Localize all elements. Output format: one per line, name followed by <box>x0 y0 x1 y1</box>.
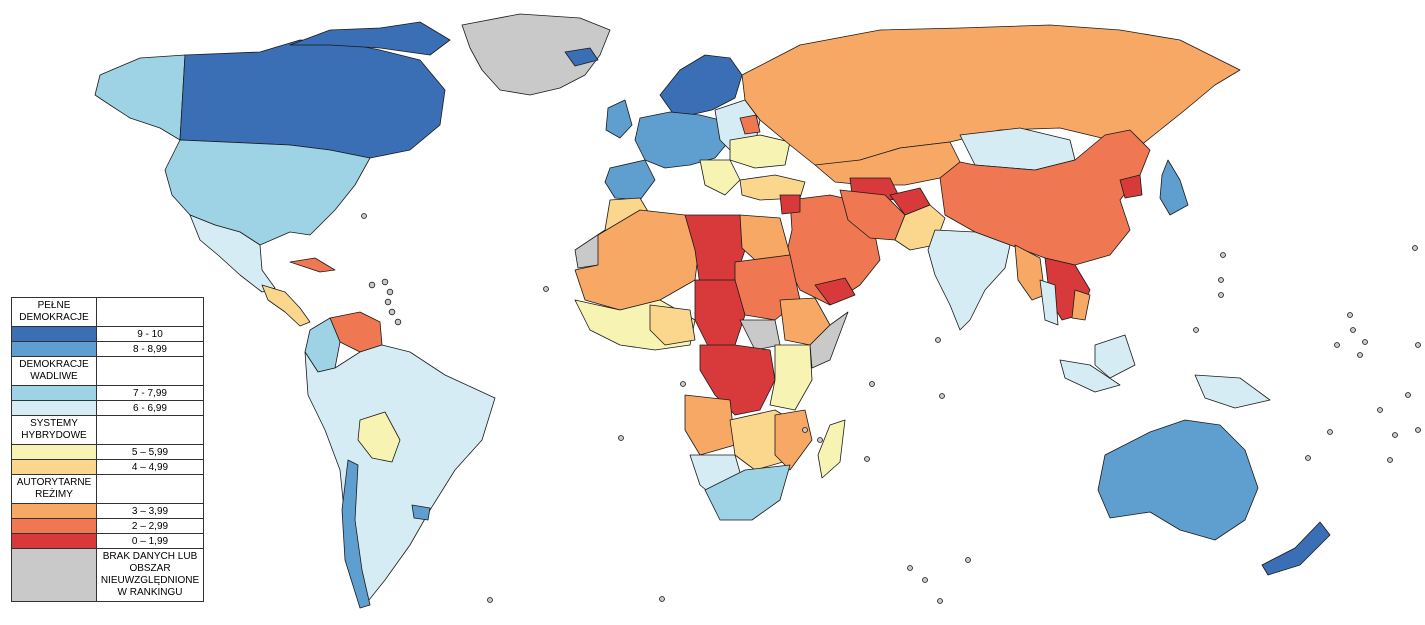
region-greenland[interactable] <box>461 13 611 96</box>
region-east-africa[interactable] <box>769 344 813 411</box>
region-egypt[interactable] <box>739 214 791 261</box>
region-syria[interactable] <box>779 194 801 215</box>
region-canada-islands[interactable] <box>289 21 451 56</box>
legend-swatch-nodata <box>11 548 97 602</box>
region-vietnam[interactable] <box>1071 289 1091 321</box>
region-western-europe[interactable] <box>634 111 731 169</box>
region-uruguay[interactable] <box>411 504 431 521</box>
legend-empty <box>96 415 204 445</box>
region-japan[interactable] <box>1159 159 1189 216</box>
region-north-korea[interactable] <box>1119 174 1143 199</box>
legend-swatch <box>11 444 97 460</box>
legend-empty <box>96 356 204 386</box>
region-central-america[interactable] <box>261 284 311 327</box>
legend-swatch <box>11 326 97 342</box>
region-indonesia[interactable] <box>1059 359 1121 393</box>
region-myanmar[interactable] <box>1014 244 1046 301</box>
legend-swatch <box>11 533 97 549</box>
region-ukraine[interactable] <box>729 134 791 169</box>
legend-range-label: 8 - 8,99 <box>96 341 204 357</box>
legend-swatch <box>11 459 97 475</box>
region-nigeria[interactable] <box>649 304 696 346</box>
region-iceland[interactable] <box>564 47 599 67</box>
region-bolivia[interactable] <box>357 411 401 463</box>
region-usa[interactable] <box>164 139 371 246</box>
region-uk[interactable] <box>605 99 633 139</box>
legend-swatch <box>11 518 97 534</box>
region-india[interactable] <box>927 229 1011 331</box>
region-balkans[interactable] <box>699 159 741 196</box>
region-cuba[interactable] <box>289 257 336 273</box>
legend-range-label: 9 - 10 <box>96 326 204 342</box>
region-yemen[interactable] <box>814 277 856 306</box>
legend-heading-flawed: DEMOKRACJE WADLIWE <box>11 356 97 386</box>
region-new-zealand[interactable] <box>1261 521 1331 576</box>
region-thailand[interactable] <box>1039 279 1059 326</box>
region-angola[interactable] <box>684 394 736 456</box>
legend-swatch <box>11 385 97 401</box>
region-canada[interactable] <box>179 39 446 159</box>
legend-range-label: 6 - 6,99 <box>96 400 204 416</box>
region-belarus[interactable] <box>739 114 761 135</box>
legend-range-label: 0 – 1,99 <box>96 533 204 549</box>
legend-swatch <box>11 400 97 416</box>
region-chad-central[interactable] <box>694 279 746 351</box>
region-mozambique[interactable] <box>774 409 813 471</box>
legend-empty <box>96 474 204 504</box>
legend-heading-hybrid: SYSTEMY HYBRYDOWE <box>11 415 97 445</box>
region-australia[interactable] <box>1097 419 1259 541</box>
region-south-america[interactable] <box>304 344 496 606</box>
region-chile[interactable] <box>341 459 371 609</box>
legend-range-label: 3 – 3,99 <box>96 503 204 519</box>
region-new-guinea[interactable] <box>1194 374 1271 409</box>
region-somalia[interactable] <box>809 311 849 369</box>
legend-heading-full: PEŁNE DEMOKRACJE <box>11 297 97 327</box>
region-south-sudan[interactable] <box>739 319 781 351</box>
legend-heading-authoritarian: AUTORYTARNE REŻIMY <box>11 474 97 504</box>
legend-range-label: 2 – 2,99 <box>96 518 204 534</box>
region-madagascar[interactable] <box>817 419 846 479</box>
legend: PEŁNE DEMOKRACJE 9 - 10 8 - 8,99 DEMOKRA… <box>11 297 204 602</box>
region-congo[interactable] <box>699 344 776 416</box>
legend-nodata-label: BRAK DANYCH LUB OBSZAR NIEUWZGLĘDNIONE W… <box>96 548 204 602</box>
legend-range-label: 5 – 5,99 <box>96 444 204 460</box>
region-borneo[interactable] <box>1094 334 1136 379</box>
legend-empty <box>96 297 204 327</box>
region-mexico[interactable] <box>189 214 276 293</box>
region-south-africa[interactable] <box>704 464 791 521</box>
legend-swatch <box>11 503 97 519</box>
region-mongolia[interactable] <box>959 127 1076 171</box>
small-islands <box>361 213 1421 604</box>
legend-range-label: 4 – 4,99 <box>96 459 204 475</box>
region-alaska[interactable] <box>94 54 186 141</box>
region-iberia[interactable] <box>604 159 656 201</box>
legend-range-label: 7 - 7,99 <box>96 385 204 401</box>
legend-swatch <box>11 341 97 357</box>
